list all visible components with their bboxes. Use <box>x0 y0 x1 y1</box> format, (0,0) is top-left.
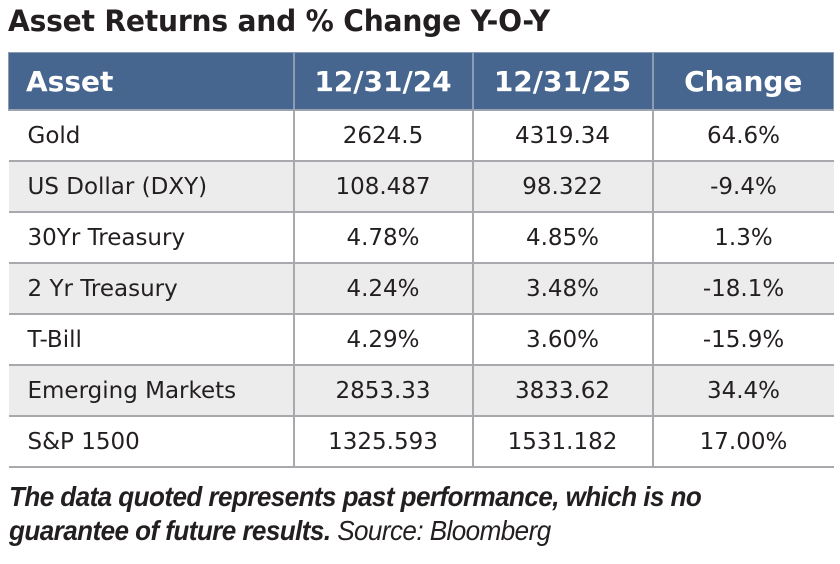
table-row: Emerging Markets 2853.33 3833.62 34.4% <box>8 365 834 417</box>
value-2025: 3.48% <box>471 263 653 315</box>
source-attribution: Source: Bloomberg <box>330 515 551 546</box>
table-body: Gold 2624.5 4319.34 64.6% US Dollar (DXY… <box>8 110 834 468</box>
percent-change: -15.9% <box>651 314 834 366</box>
asset-name: 2 Yr Treasury <box>8 263 294 315</box>
footnote: The data quoted represents past performa… <box>9 480 772 548</box>
value-2024: 2624.5 <box>292 110 473 162</box>
value-2024: 4.29% <box>292 314 473 366</box>
table-row: Gold 2624.5 4319.34 64.6% <box>8 110 834 162</box>
column-header-2025: 12/31/25 <box>471 52 653 111</box>
percent-change: -18.1% <box>651 263 834 315</box>
asset-name: Emerging Markets <box>8 365 294 417</box>
asset-name: S&P 1500 <box>8 416 294 468</box>
value-2025: 3833.62 <box>471 365 653 417</box>
value-2024: 2853.33 <box>292 365 473 417</box>
column-header-change: Change <box>651 52 834 111</box>
value-2025: 4.85% <box>471 212 653 264</box>
table-row: 2 Yr Treasury 4.24% 3.48% -18.1% <box>8 263 834 315</box>
column-header-2024: 12/31/24 <box>292 52 473 111</box>
percent-change: 34.4% <box>651 365 834 417</box>
value-2024: 1325.593 <box>292 416 473 468</box>
value-2025: 1531.182 <box>471 416 653 468</box>
value-2024: 108.487 <box>292 161 473 213</box>
value-2024: 4.78% <box>292 212 473 264</box>
percent-change: 17.00% <box>651 416 834 468</box>
asset-name: Gold <box>8 110 294 162</box>
value-2025: 3.60% <box>471 314 653 366</box>
asset-returns-table: Asset 12/31/24 12/31/25 Change Gold 2624… <box>8 52 834 468</box>
page-title: Asset Returns and % Change Y-O-Y <box>8 4 550 38</box>
percent-change: 1.3% <box>651 212 834 264</box>
asset-name: 30Yr Treasury <box>8 212 294 264</box>
table-row: T-Bill 4.29% 3.60% -15.9% <box>8 314 834 366</box>
percent-change: 64.6% <box>651 110 834 162</box>
percent-change: -9.4% <box>651 161 834 213</box>
table-row: 30Yr Treasury 4.78% 4.85% 1.3% <box>8 212 834 264</box>
value-2025: 98.322 <box>471 161 653 213</box>
table-header: Asset 12/31/24 12/31/25 Change <box>8 52 834 111</box>
table-row: S&P 1500 1325.593 1531.182 17.00% <box>8 416 834 468</box>
value-2025: 4319.34 <box>471 110 653 162</box>
header-row: Asset 12/31/24 12/31/25 Change <box>8 52 834 111</box>
asset-name: T-Bill <box>8 314 294 366</box>
column-header-asset: Asset <box>8 52 294 111</box>
asset-name: US Dollar (DXY) <box>8 161 294 213</box>
value-2024: 4.24% <box>292 263 473 315</box>
performance-disclaimer: The data quoted represents past performa… <box>9 481 702 546</box>
table-row: US Dollar (DXY) 108.487 98.322 -9.4% <box>8 161 834 213</box>
